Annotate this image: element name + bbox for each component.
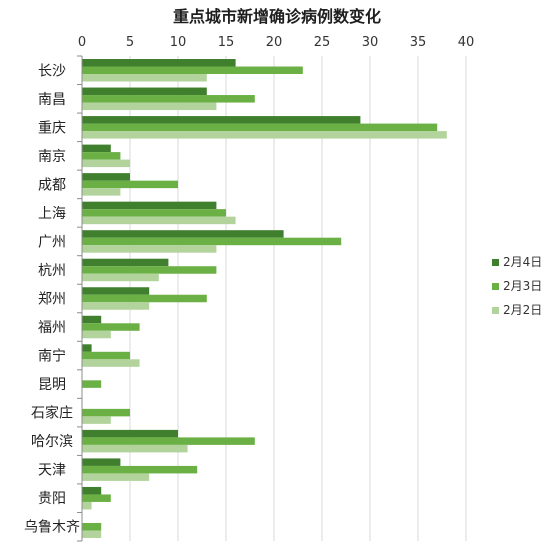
category-label: 长沙 [38,63,66,79]
bar-哈尔滨-2月3日 [82,437,255,445]
bar-重庆-2月2日 [82,131,447,139]
bar-广州-2月2日 [82,245,217,253]
bar-南宁-2月2日 [82,359,140,367]
x-axis-ticks: 0 5 10 15 20 25 30 35 40 [78,35,474,50]
bar-石家庄-2月3日 [82,408,130,417]
bar-重庆-2月3日 [82,123,438,132]
x-tick-label: 10 [170,35,187,50]
x-tick-label: 20 [266,35,283,50]
bar-上海-2月3日 [82,209,226,217]
category-label: 杭州 [38,263,66,279]
category-label: 昆明 [38,377,66,393]
bar-郑州-2月4日 [82,287,150,295]
bar-成都-2月2日 [82,188,121,196]
legend-label: 2月2日 [503,303,542,317]
legend-label: 2月3日 [503,279,542,293]
x-tick-label: 0 [78,35,86,50]
x-tick-label: 25 [314,35,331,50]
category-label: 重庆 [38,120,66,136]
bar-贵阳-2月3日 [82,494,111,502]
x-tick-label: 30 [362,35,379,50]
category-label: 南昌 [38,92,66,108]
x-tick-label: 15 [218,35,235,50]
bar-天津-2月2日 [82,473,150,481]
bar-昆明-2月3日 [82,380,102,388]
category-label: 广州 [38,234,66,250]
category-label: 石家庄 [31,405,73,422]
category-label: 上海 [38,206,66,222]
axes [77,55,83,542]
category-label: 贵阳 [38,491,66,507]
bar-重庆-2月4日 [82,116,361,124]
bar-成都-2月3日 [82,180,178,189]
bar-杭州-2月3日 [82,266,217,274]
bar-郑州-2月3日 [82,294,207,303]
x-tick-label: 5 [126,35,134,50]
bar-哈尔滨-2月2日 [82,444,188,453]
bar-南京-2月4日 [82,144,111,153]
category-label: 南京 [38,149,66,165]
bar-广州-2月4日 [82,230,284,238]
bar-石家庄-2月2日 [82,416,111,424]
bar-南京-2月2日 [82,159,130,168]
legend-swatch [492,307,499,314]
bar-哈尔滨-2月4日 [82,429,178,438]
bar-乌鲁木齐-2月2日 [82,530,102,538]
category-label: 哈尔滨 [31,434,73,450]
bar-南昌-2月2日 [82,102,217,111]
bar-天津-2月4日 [82,458,121,466]
bar-贵阳-2月4日 [82,486,102,495]
bar-长沙-2月4日 [82,59,236,67]
bar-上海-2月4日 [82,201,217,210]
bar-长沙-2月3日 [82,66,303,75]
category-label: 成都 [38,177,66,193]
bar-乌鲁木齐-2月3日 [82,522,102,531]
bar-杭州-2月2日 [82,273,159,282]
legend-swatch [492,283,499,290]
bar-贵阳-2月2日 [82,501,92,510]
category-label: 福州 [38,320,66,336]
bar-广州-2月3日 [82,237,342,246]
bar-南宁-2月4日 [82,344,92,352]
chart-title: 重点城市新增确诊病例数变化 [173,7,381,26]
category-label: 郑州 [38,292,66,308]
bar-天津-2月3日 [82,465,198,474]
bar-南京-2月3日 [82,152,121,160]
bar-成都-2月4日 [82,173,130,181]
x-tick-label: 40 [458,35,475,50]
x-tick-label: 35 [410,35,427,50]
bar-南昌-2月3日 [82,95,255,103]
bar-长沙-2月2日 [82,74,207,82]
category-label: 天津 [38,463,66,479]
bar-福州-2月3日 [82,323,140,331]
bar-福州-2月4日 [82,315,102,324]
legend-swatch [492,259,499,266]
bar-上海-2月2日 [82,216,236,225]
bar-郑州-2月2日 [82,302,150,310]
bar-福州-2月2日 [82,330,111,339]
bar-杭州-2月4日 [82,258,169,267]
category-label: 南宁 [38,348,66,365]
legend: 2月4日 2月3日 2月2日 [492,255,542,317]
bar-南宁-2月3日 [82,351,130,360]
category-label: 乌鲁木齐 [24,520,80,536]
legend-label: 2月4日 [503,255,542,269]
bar-南昌-2月4日 [82,87,207,96]
bars [82,59,447,538]
